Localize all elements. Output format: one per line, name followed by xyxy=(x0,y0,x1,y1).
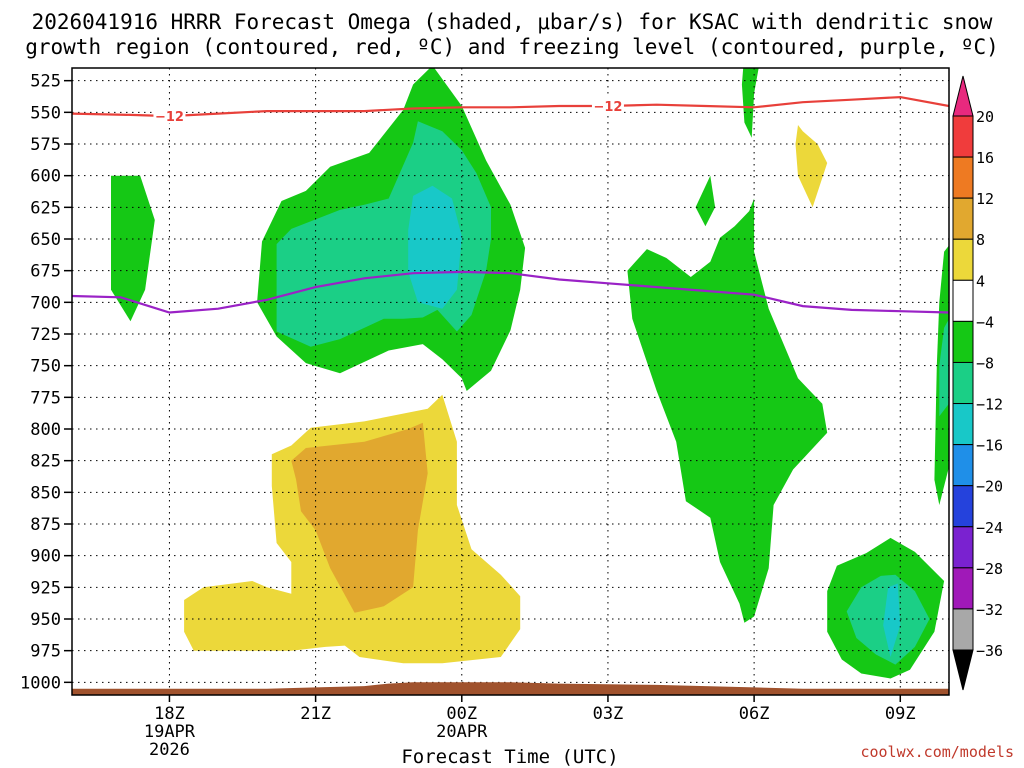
x-tick-label-18-0: 18Z xyxy=(154,704,185,724)
y-axis-ticks: 525 550 575 600 625 650 675 700 725 750 775 800 825 8… xyxy=(20,72,72,693)
colorbar-label-7: −12 xyxy=(976,396,1003,414)
terrain-fill xyxy=(72,682,949,695)
y-tick-label-950: 950 xyxy=(30,610,61,630)
plot-frame xyxy=(71,67,950,696)
colorbar-swatch-11 xyxy=(952,567,974,610)
chart-title-line1: 2026041916 HRRR Forecast Omega (shaded, … xyxy=(32,10,993,34)
colorbar-swatch-5 xyxy=(952,320,974,363)
colorbar-swatch-9 xyxy=(952,485,974,528)
freezing-level-line xyxy=(72,270,949,314)
y-tick-label-725: 725 xyxy=(30,325,61,345)
colorbar-swatch-3 xyxy=(952,238,974,281)
x-tick-label-18-2: 2026 xyxy=(149,740,190,760)
y-tick-label-775: 775 xyxy=(30,388,61,408)
chart-title-line2: growth region (contoured, red, ºC) and f… xyxy=(25,35,999,59)
omega-region-5 xyxy=(695,175,716,227)
colorbar-label-8: −16 xyxy=(976,437,1003,455)
colorbar-swatch-1 xyxy=(952,156,974,199)
colorbar-label-2: 12 xyxy=(976,190,994,208)
colorbar-label-1: 16 xyxy=(976,149,994,167)
omega-region-11 xyxy=(939,319,949,417)
y-tick-label-600: 600 xyxy=(30,167,61,187)
colorbar-label-13: −36 xyxy=(976,642,1003,660)
y-tick-label-650: 650 xyxy=(30,230,61,250)
omega-shading xyxy=(111,68,949,679)
y-tick-label-975: 975 xyxy=(30,642,61,662)
colorbar-swatch-12 xyxy=(952,608,974,651)
y-tick-label-875: 875 xyxy=(30,515,61,535)
colorbar-label-10: −24 xyxy=(976,519,1003,537)
omega-region-0 xyxy=(111,175,155,322)
x-tick-label-33-0: 09Z xyxy=(885,704,916,724)
x-tick-label-30-0: 06Z xyxy=(739,704,770,724)
colorbar-label-0: 20 xyxy=(976,108,994,126)
contour-lines: −12 −12 xyxy=(72,95,949,314)
y-tick-label-1000: 1000 xyxy=(20,673,61,693)
omega-region-13 xyxy=(291,422,428,613)
colorbar-label-12: −32 xyxy=(976,601,1003,619)
contour-label-1: −12 xyxy=(593,100,622,115)
omega-region-6 xyxy=(627,198,828,623)
contour-label-0: −12 xyxy=(155,110,184,125)
omega-region-4 xyxy=(741,68,759,138)
colorbar: 20 16 12 8 4 −4 −8 −12 −16 −20 −24 −28 −32 −36 xyxy=(952,75,1003,691)
dgz-contour-line xyxy=(72,95,949,118)
omega-region-14 xyxy=(795,125,828,208)
x-axis-label: Forecast Time (UTC) xyxy=(401,746,618,768)
colorbar-top-arrow xyxy=(952,75,974,117)
y-tick-label-925: 925 xyxy=(30,578,61,598)
x-tick-label-21-0: 21Z xyxy=(300,704,331,724)
colorbar-swatch-0 xyxy=(952,115,974,158)
x-tick-label-24-1: 20APR xyxy=(436,722,488,742)
y-tick-label-625: 625 xyxy=(30,198,61,218)
credit-text: coolwx.com/models xyxy=(860,743,1014,761)
x-tick-label-18-1: 19APR xyxy=(144,722,196,742)
y-tick-label-575: 575 xyxy=(30,135,61,155)
colorbar-label-6: −8 xyxy=(976,354,994,372)
contour-label-bg-0 xyxy=(153,108,186,124)
y-tick-label-800: 800 xyxy=(30,420,61,440)
x-tick-label-27-0: 03Z xyxy=(593,704,624,724)
x-tick-label-24-0: 00Z xyxy=(446,704,477,724)
contour-label-bg-1 xyxy=(591,98,624,113)
colorbar-label-5: −4 xyxy=(976,313,994,331)
colorbar-swatch-8 xyxy=(952,444,974,487)
colorbar-label-9: −20 xyxy=(976,478,1003,496)
y-tick-label-675: 675 xyxy=(30,262,61,282)
y-tick-label-700: 700 xyxy=(30,293,61,313)
omega-region-9 xyxy=(883,583,901,657)
y-tick-label-550: 550 xyxy=(30,103,61,123)
colorbar-label-11: −28 xyxy=(976,560,1003,578)
colorbar-swatch-2 xyxy=(952,197,974,240)
colorbar-swatch-6 xyxy=(952,361,974,405)
y-tick-label-750: 750 xyxy=(30,357,61,377)
y-tick-label-525: 525 xyxy=(30,72,61,92)
y-tick-label-900: 900 xyxy=(30,547,61,567)
colorbar-label-3: 8 xyxy=(976,231,985,249)
colorbar-swatch-4 xyxy=(952,279,974,322)
colorbar-bottom-arrow xyxy=(952,649,974,691)
y-tick-label-825: 825 xyxy=(30,452,61,472)
y-tick-label-850: 850 xyxy=(30,483,61,503)
omega-region-3 xyxy=(408,185,462,309)
colorbar-swatch-7 xyxy=(952,403,974,446)
colorbar-swatch-10 xyxy=(952,526,974,569)
colorbar-label-4: 4 xyxy=(976,272,985,290)
terrain-layer xyxy=(72,682,949,695)
